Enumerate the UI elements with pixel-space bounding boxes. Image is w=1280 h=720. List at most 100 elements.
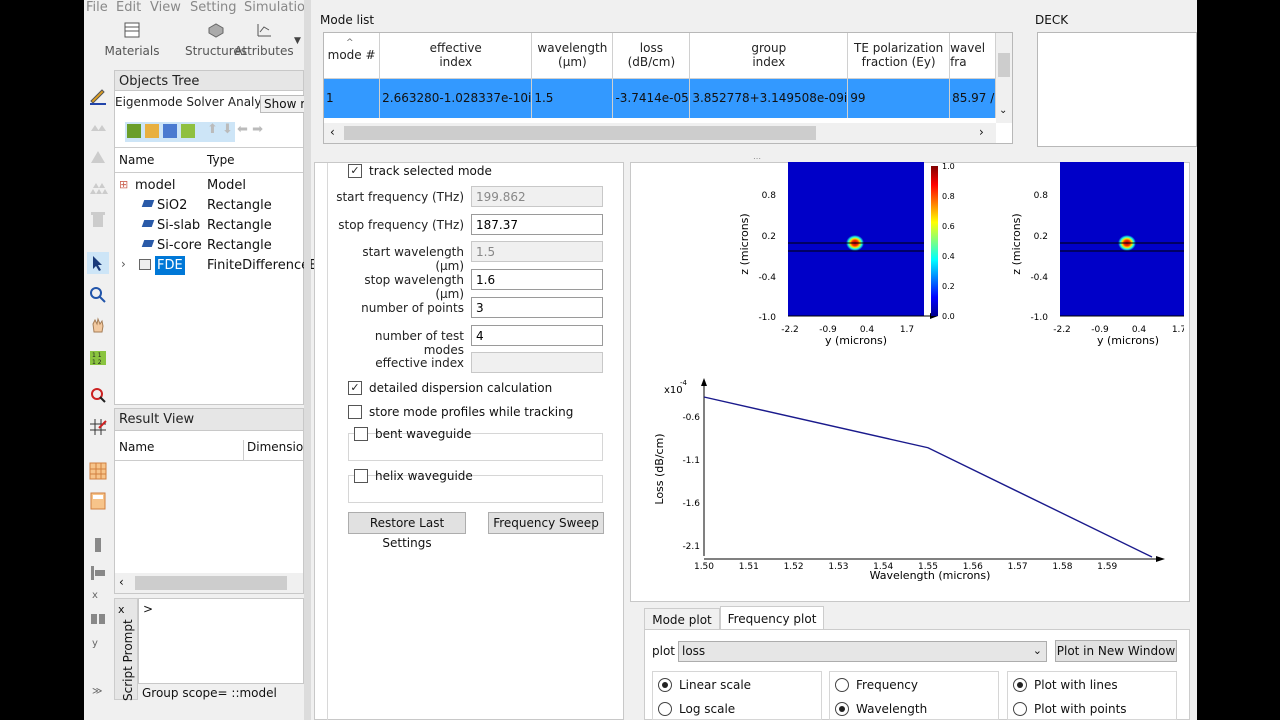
calculator-icon[interactable] (87, 490, 109, 512)
scroll-left-icon[interactable]: ‹ (119, 575, 124, 589)
grip-icon[interactable]: ⋯ (753, 154, 761, 163)
tree-item-fde[interactable]: › FDE FiniteDifferenceE (119, 256, 317, 276)
hscroll-thumb[interactable] (344, 126, 816, 140)
start-frequency-input[interactable] (471, 186, 603, 207)
scroll-thumb[interactable] (135, 576, 287, 590)
col-group-index[interactable]: group index (689, 33, 849, 79)
cell-wavelength[interactable]: 1.5 (531, 78, 614, 118)
col-waveguide-fraction[interactable]: wavel fra (949, 33, 996, 79)
scroll-right-icon[interactable]: › (979, 125, 984, 139)
view-bar-icon[interactable] (87, 534, 109, 556)
number-of-test-modes-input[interactable] (471, 325, 603, 346)
tree-col-name[interactable]: Name (119, 153, 155, 167)
number-of-points-input[interactable] (471, 297, 603, 318)
tree-item-si-slab[interactable]: Si-slab Rectangle (119, 216, 303, 236)
effective-index-input[interactable] (471, 352, 603, 373)
tab-frequency-plot[interactable]: Frequency plot (720, 606, 824, 630)
splitter[interactable] (304, 0, 311, 720)
tree-item-model[interactable]: ⊞ model Model (119, 176, 303, 196)
plot-new-window-button[interactable]: Plot in New Window (1055, 640, 1177, 662)
splitter-handle[interactable]: ⋯ (311, 152, 1197, 163)
frequency-sweep-button[interactable]: Frequency Sweep (488, 512, 604, 534)
chevron-right-icon[interactable]: › (121, 257, 126, 271)
select-icon[interactable] (87, 252, 109, 274)
col-loss[interactable]: loss (dB/cm) (612, 33, 691, 79)
delete-icon[interactable] (87, 208, 109, 230)
col-effective-index[interactable]: effective index (379, 33, 533, 79)
plot-lines-radio[interactable] (1013, 678, 1027, 692)
scroll-left-icon[interactable]: ‹ (330, 125, 335, 139)
probe-icon[interactable] (87, 384, 109, 406)
tree-item-si-core[interactable]: Si-core Rectangle (119, 236, 303, 256)
deck-panel[interactable] (1037, 32, 1197, 147)
move-arrows-icon[interactable]: ⬆ ⬇ ⬅ ➡ (207, 122, 263, 137)
pyramid-icon[interactable] (87, 146, 109, 168)
cell-group-index[interactable]: 3.852778+3.149508e-09i (689, 78, 849, 118)
wavelength-radio[interactable] (835, 702, 849, 716)
tab-mode-plot[interactable]: Mode plot (644, 608, 720, 630)
scroll-down-icon[interactable]: ⌄ (999, 105, 1008, 116)
tree-item-sio2[interactable]: SiO2 Rectangle (119, 196, 303, 216)
toolbar-dropdown-icon[interactable]: ▼ (294, 36, 301, 46)
tree-col-type[interactable]: Type (207, 153, 235, 167)
array-icon[interactable] (87, 176, 109, 198)
result-col-dimension[interactable]: Dimension (243, 440, 311, 460)
cell-te-fraction[interactable]: 99 (847, 78, 951, 118)
tree-tool-3-icon[interactable] (163, 124, 177, 138)
structures-button[interactable]: Structures (176, 22, 256, 64)
restore-settings-button[interactable]: Restore Last Settings (348, 512, 466, 550)
tree-tool-2-icon[interactable] (145, 124, 159, 138)
start-wavelength-input[interactable] (471, 241, 603, 262)
x-axis-icon[interactable]: x (92, 590, 98, 601)
move-up-icon[interactable] (87, 116, 109, 138)
collapse-icon[interactable]: ≫ (92, 686, 103, 697)
attributes-button[interactable]: Attributes (224, 22, 304, 64)
bent-waveguide-checkbox[interactable] (354, 427, 368, 441)
materials-button[interactable]: Materials (92, 22, 172, 64)
cell-loss[interactable]: -3.7414e-05 (612, 78, 691, 118)
linear-scale-radio[interactable] (658, 678, 672, 692)
log-scale-radio[interactable] (658, 702, 672, 716)
plot-select[interactable]: loss ⌄ (678, 641, 1047, 662)
menu-simulation[interactable]: Simulation (244, 0, 314, 15)
script-tab[interactable]: x Script Prompt (114, 598, 138, 701)
detailed-dispersion-checkbox[interactable]: ✓ (348, 381, 362, 395)
table-row[interactable]: 1 2.663280-1.028337e-10i 1.5 -3.7414e-05… (324, 78, 996, 118)
plot-points-radio[interactable] (1013, 702, 1027, 716)
grid-tool-icon[interactable] (87, 416, 109, 438)
menu-setting[interactable]: Setting (190, 0, 237, 15)
frequency-radio[interactable] (835, 678, 849, 692)
stop-frequency-input[interactable] (471, 214, 603, 235)
col-wavelength[interactable]: wavelength (μm) (531, 33, 614, 79)
cell-waveguide-fraction[interactable]: 85.97 / (949, 78, 996, 118)
menu-file[interactable]: File (86, 0, 108, 15)
view-split-icon[interactable] (87, 608, 109, 630)
y-axis-icon[interactable]: y (92, 638, 98, 649)
show-button[interactable]: Show r (260, 95, 310, 113)
store-profiles-checkbox[interactable] (348, 405, 362, 419)
tree-tool-1-icon[interactable] (127, 124, 141, 138)
mode-hscrollbar[interactable]: ‹ › (324, 123, 996, 143)
zoom-icon[interactable] (87, 284, 109, 306)
pan-icon[interactable] (87, 314, 109, 336)
track-mode-checkbox[interactable]: ✓ (348, 164, 362, 178)
col-te-fraction[interactable]: TE polarization fraction (Ey) (847, 33, 951, 79)
result-hscrollbar[interactable]: ‹ (115, 573, 303, 593)
menu-view[interactable]: View (150, 0, 181, 15)
col-mode[interactable]: ^ mode # (324, 33, 381, 79)
stop-wavelength-input[interactable] (471, 269, 603, 290)
tree-tool-4-icon[interactable] (181, 124, 195, 138)
result-col-name[interactable]: Name (119, 440, 155, 454)
mode-vscrollbar[interactable]: ⌄ (996, 33, 1012, 123)
cell-mode[interactable]: 1 (324, 78, 381, 118)
menu-edit[interactable]: Edit (116, 0, 142, 15)
script-console[interactable]: > (138, 598, 304, 684)
cell-effective-index[interactable]: 2.663280-1.028337e-10i (379, 78, 533, 118)
table-icon[interactable] (87, 460, 109, 482)
vscroll-thumb[interactable] (998, 53, 1010, 77)
edit-icon[interactable] (87, 84, 109, 106)
view-slab-icon[interactable] (87, 562, 109, 584)
script-close-icon[interactable]: x (118, 603, 125, 616)
helix-waveguide-checkbox[interactable] (354, 469, 368, 483)
